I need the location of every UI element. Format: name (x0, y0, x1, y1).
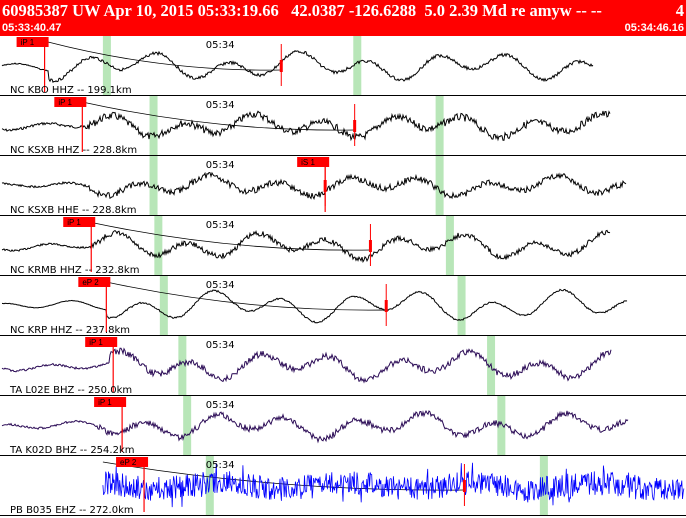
reference-curve (89, 221, 371, 251)
pick-flag[interactable] (16, 37, 49, 47)
phase-window-band (457, 276, 466, 336)
window-end-time: 05:34:46.16 (624, 22, 684, 34)
phase-window-band (154, 216, 163, 276)
pick-label: iP 1 (67, 218, 81, 227)
trace-row[interactable]: iP 1 05:34 NC KRMB HHZ -- 232.8km (0, 216, 686, 276)
phase-window-band (183, 396, 192, 456)
trace-row[interactable]: iP 1 05:34 NC KBO HHZ -- 199.1km (0, 36, 686, 96)
predicted-marker (353, 120, 357, 132)
page-index: 4 (675, 1, 684, 20)
phase-window-band (435, 156, 444, 216)
waveform (1, 171, 627, 201)
station-label: NC KSXB HHZ -- 228.8km (10, 145, 137, 156)
trace-row[interactable]: iS 1 05:34 NC KSXB HHE -- 228.8km (0, 156, 686, 216)
pick-flag[interactable] (54, 97, 87, 107)
reference-curve (106, 281, 387, 311)
time-label: 05:34 (206, 40, 235, 51)
phase-window-band (445, 216, 454, 276)
station-label: PB B035 EHZ -- 272.0km (10, 505, 134, 516)
phase-window-band (497, 396, 506, 456)
time-label: 05:34 (206, 220, 235, 231)
time-label: 05:34 (206, 100, 235, 111)
predicted-marker (368, 240, 372, 252)
phase-window-band (435, 96, 444, 156)
pick-label: iS 1 (301, 158, 315, 167)
waveform (1, 410, 629, 444)
predicted-marker (462, 480, 466, 492)
trace-row[interactable]: eP 2 05:34 PB B035 EHZ -- 272.0km (0, 456, 686, 516)
trace-row[interactable]: eP 2 05:34 NC KRP HHZ -- 237.8km (0, 276, 686, 336)
predicted-marker (279, 60, 283, 72)
time-label: 05:34 (206, 280, 235, 291)
pick-flag[interactable] (63, 217, 96, 227)
time-label: 05:34 (206, 460, 235, 471)
waveform (1, 288, 628, 324)
waveform (102, 462, 685, 508)
phase-window-band (205, 456, 214, 516)
pick-flag[interactable] (94, 397, 127, 407)
station-label: NC KRP HHZ -- 237.8km (10, 325, 130, 336)
pick-label: iP 1 (98, 398, 112, 407)
seismogram-panel[interactable]: iP 1 05:34 NC KBO HHZ -- 199.1km iP 1 05:34 N… (0, 36, 686, 518)
pick-label: iP 1 (58, 98, 72, 107)
phase-window-band (102, 36, 111, 96)
pick-label: iP 1 (89, 338, 103, 347)
pick-label: eP 2 (120, 458, 137, 467)
trace-row[interactable]: iP 1 05:34 TA L02E BHZ -- 250.0km (0, 336, 686, 396)
pick-flag[interactable] (297, 157, 330, 167)
phase-window-band (149, 96, 158, 156)
waveform (1, 110, 611, 142)
phase-window-band (353, 36, 362, 96)
time-label: 05:34 (206, 340, 235, 351)
phase-window-band (178, 336, 187, 396)
station-label: TA K02D BHZ -- 254.2km (9, 445, 134, 456)
pick-flag[interactable] (85, 337, 118, 347)
station-label: NC KSXB HHE -- 228.8km (10, 205, 137, 216)
pick-label: iP 1 (21, 38, 35, 47)
window-start-time: 05:33:40.47 (2, 22, 62, 34)
trace-row[interactable]: iP 1 05:34 TA K02D BHZ -- 254.2km (0, 396, 686, 456)
station-label: NC KRMB HHZ -- 232.8km (10, 265, 139, 276)
waveform (1, 229, 611, 264)
trace-row[interactable]: iP 1 05:34 NC KSXB HHZ -- 228.8km (0, 96, 686, 156)
pick-flag[interactable] (78, 277, 111, 287)
pick-label: eP 2 (82, 278, 99, 287)
station-label: TA L02E BHZ -- 250.0km (9, 385, 132, 396)
event-title: 60985387 UW Apr 10, 2015 05:33:19.66 42.… (2, 1, 602, 20)
predicted-marker (384, 300, 388, 312)
phase-window-band (159, 276, 168, 336)
time-label: 05:34 (206, 400, 235, 411)
reference-curve (82, 101, 355, 131)
waveform (1, 50, 594, 84)
waveform (1, 347, 612, 384)
predicted-marker (323, 180, 327, 192)
time-label: 05:34 (206, 160, 235, 171)
pick-flag[interactable] (116, 457, 149, 467)
station-label: NC KBO HHZ -- 199.1km (10, 85, 132, 96)
reference-curve (47, 41, 282, 71)
event-header: 60985387 UW Apr 10, 2015 05:33:19.66 42.… (0, 0, 686, 36)
